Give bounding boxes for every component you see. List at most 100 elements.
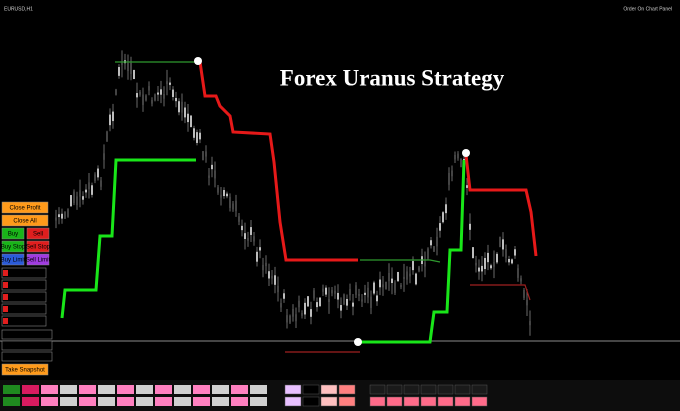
panel-field[interactable] <box>1 279 47 291</box>
strength-cell <box>60 397 77 406</box>
strength-cell <box>212 397 229 406</box>
candle-body <box>358 293 360 296</box>
snapshot-button[interactable] <box>1 363 49 376</box>
candle-body <box>238 216 240 222</box>
candle-body <box>187 113 189 123</box>
candle-body <box>70 195 72 207</box>
candle-body <box>379 279 381 288</box>
strength-cell <box>22 385 39 394</box>
candle-body <box>229 196 231 208</box>
candle-body <box>160 89 162 95</box>
panel-button[interactable] <box>26 227 50 240</box>
candle-body <box>499 236 501 247</box>
signal-cell <box>320 396 338 407</box>
candle-body <box>106 131 108 142</box>
candle-body <box>448 172 450 185</box>
candle-body <box>319 297 321 307</box>
strength-cell <box>155 397 172 406</box>
candle-body <box>127 63 129 72</box>
panel-button[interactable] <box>1 214 49 227</box>
strength-cell <box>250 397 267 406</box>
strength-cell <box>136 385 153 394</box>
candle-body <box>157 92 159 95</box>
candle-body <box>259 247 261 251</box>
candle-body <box>163 93 165 99</box>
strength-cell <box>136 397 153 406</box>
candle-body <box>487 252 489 263</box>
candle-body <box>301 312 303 316</box>
candle-body <box>394 282 396 293</box>
button-label: Sell Stop <box>26 245 51 251</box>
candle-body <box>295 314 297 322</box>
strength-cell <box>193 397 210 406</box>
panel-button[interactable] <box>1 201 49 214</box>
panel-mark <box>3 282 8 288</box>
trend-cell <box>420 396 437 407</box>
candle-body <box>502 239 504 250</box>
candle-body <box>100 180 102 187</box>
bottom-bar <box>0 380 680 411</box>
candle-body <box>277 285 279 293</box>
support-line <box>60 158 196 319</box>
candle-body <box>412 261 414 271</box>
panel-toggle[interactable] <box>1 340 53 351</box>
symbol-header: EURUSD,H1 <box>4 6 33 12</box>
strength-cell <box>22 397 39 406</box>
candle-body <box>298 300 300 308</box>
candle-body <box>115 89 117 95</box>
candle-body <box>445 204 447 214</box>
candle-body <box>517 268 519 278</box>
candle-body <box>424 262 426 267</box>
strength-cell <box>193 385 210 394</box>
button-label: Sell Limit <box>26 258 51 264</box>
candle-body <box>256 251 258 262</box>
candle-body <box>166 81 168 84</box>
strength-cell <box>231 385 248 394</box>
candle-body <box>130 63 132 74</box>
panel-label: Order On Chart Panel <box>623 6 672 12</box>
candle-body <box>232 203 234 210</box>
candle-body <box>58 214 60 218</box>
candle-body <box>391 278 393 284</box>
trend-cell <box>403 396 420 407</box>
candle-body <box>490 265 492 269</box>
candle-body <box>415 273 417 285</box>
strength-cell <box>174 385 191 394</box>
panel-toggle[interactable] <box>1 329 53 340</box>
panel-button[interactable] <box>26 240 50 253</box>
trend-cell <box>420 384 437 395</box>
candle-body <box>169 82 171 85</box>
panel-field[interactable] <box>1 291 47 303</box>
panel-button[interactable] <box>1 240 25 253</box>
candle-body <box>403 276 405 279</box>
panel-field[interactable] <box>1 303 47 315</box>
candle-body <box>55 217 57 221</box>
candle-body <box>436 236 438 247</box>
candle-body <box>484 257 486 270</box>
panel-field[interactable] <box>1 315 47 327</box>
candle-body <box>151 99 153 104</box>
candle-body <box>343 294 345 305</box>
candle-body <box>514 249 516 256</box>
candle-body <box>85 189 87 193</box>
candle-body <box>226 193 228 197</box>
signal-dot <box>354 338 362 346</box>
candle-body <box>223 190 225 197</box>
panel-toggle[interactable] <box>1 351 53 362</box>
panel-button[interactable] <box>1 253 25 266</box>
panel-field[interactable] <box>1 267 47 279</box>
candle-body <box>322 288 324 292</box>
trend-cell <box>454 396 471 407</box>
candle-body <box>418 267 420 271</box>
candle-body <box>331 289 333 294</box>
strength-cell <box>250 385 267 394</box>
strength-cell <box>231 397 248 406</box>
candle-body <box>118 67 120 76</box>
trail-resistance <box>470 284 531 301</box>
trend-cell <box>403 384 420 395</box>
candle-body <box>175 97 177 102</box>
panel-button[interactable] <box>26 253 50 266</box>
candle-body <box>133 69 135 80</box>
panel-button[interactable] <box>1 227 25 240</box>
